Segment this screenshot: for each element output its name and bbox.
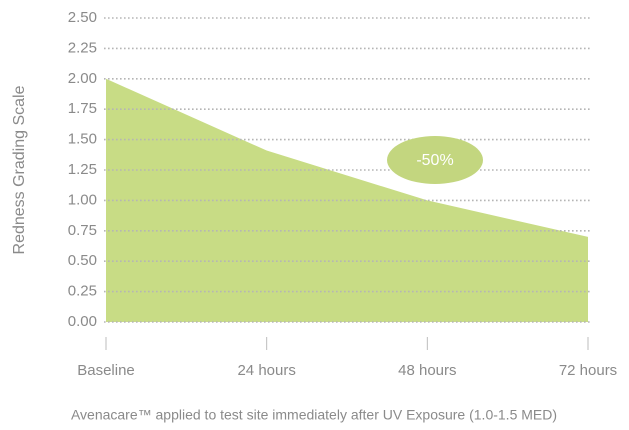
y-tick-label: 2.00 [68, 70, 97, 87]
y-tick-label: 1.50 [68, 131, 97, 148]
y-tick-label: 0.00 [68, 313, 97, 330]
y-tick-label: 1.25 [68, 161, 97, 178]
y-axis-label: Redness Grading Scale [11, 85, 28, 254]
caption: Avenacare™ applied to test site immediat… [71, 407, 557, 423]
x-tick-label: 72 hours [559, 362, 617, 379]
y-tick-label: 1.75 [68, 100, 97, 117]
x-tick-label: Baseline [77, 362, 135, 379]
y-tick-label: 0.50 [68, 252, 97, 269]
y-tick-label: 2.25 [68, 39, 97, 56]
y-tick-label: 0.75 [68, 222, 97, 239]
y-tick-label: 0.25 [68, 283, 97, 300]
annotation-badge [387, 136, 483, 184]
y-tick-label: 1.00 [68, 191, 97, 208]
x-tick-label: 48 hours [398, 362, 456, 379]
y-tick-label: 2.50 [68, 9, 97, 26]
annotation: -50% [416, 152, 453, 169]
area [106, 78, 588, 322]
x-tick-label: 24 hours [237, 362, 295, 379]
